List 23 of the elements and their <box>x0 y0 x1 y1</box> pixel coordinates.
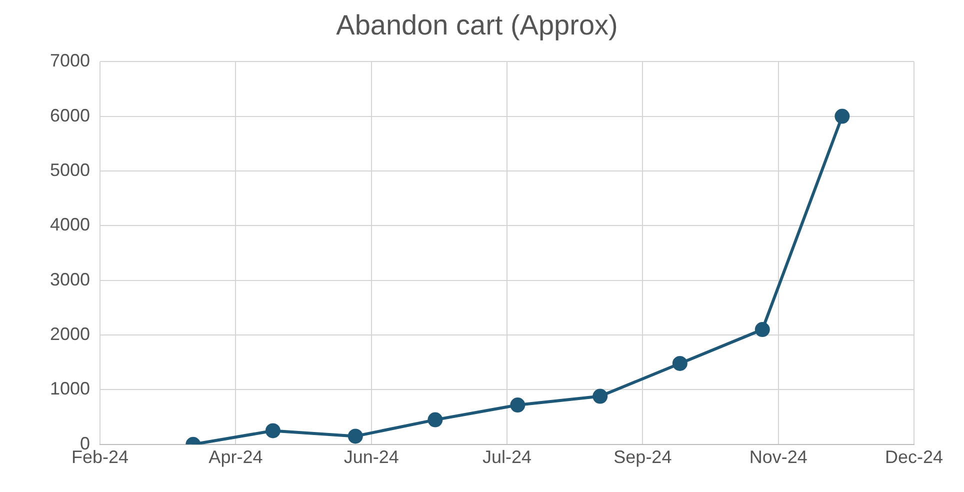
x-tick-label: Apr-24 <box>208 447 263 468</box>
x-tick-label: Dec-24 <box>884 447 944 468</box>
y-tick-label: 5000 <box>50 160 90 180</box>
chart-title: Abandon cart (Approx) <box>336 10 618 41</box>
point <box>348 428 363 444</box>
y-tick-label: 4000 <box>50 214 90 235</box>
point <box>265 423 280 438</box>
x-tick-label: Jul-24 <box>482 447 532 468</box>
y-tick-label: 3000 <box>50 269 90 290</box>
x-tick-label: Nov-24 <box>749 447 808 468</box>
point <box>510 398 526 413</box>
point <box>592 388 608 404</box>
x-tick-label: Jun-24 <box>344 447 399 468</box>
y-tick-label: 0 <box>80 433 90 454</box>
point <box>834 108 850 124</box>
point <box>672 356 688 371</box>
y-tick-label: 2000 <box>50 324 90 344</box>
x-tick-label: Sep-24 <box>614 447 672 468</box>
point <box>754 322 770 338</box>
point <box>428 412 443 428</box>
y-tick-label: 1000 <box>50 378 90 399</box>
y-tick-label: 7000 <box>50 50 90 71</box>
y-tick-label: 6000 <box>50 105 90 126</box>
